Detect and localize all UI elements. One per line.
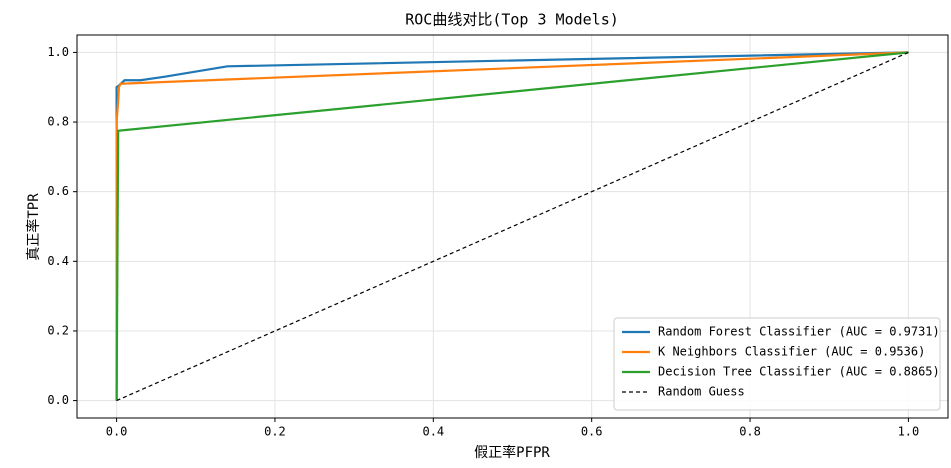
x-tick-label: 0.0	[106, 425, 128, 439]
y-tick-label: 1.0	[47, 45, 69, 59]
series-line	[115, 51, 909, 401]
legend-label: Decision Tree Classifier (AUC = 0.8865)	[658, 365, 940, 379]
series-line	[115, 51, 909, 401]
series-line	[115, 51, 909, 401]
x-tick-label: 0.4	[422, 425, 444, 439]
y-tick-label: 0.6	[47, 184, 69, 198]
chart-title: ROC曲线对比(Top 3 Models)	[405, 11, 619, 29]
legend-label: K Neighbors Classifier (AUC = 0.9536)	[658, 345, 925, 359]
x-tick-label: 0.2	[264, 425, 286, 439]
legend-label: Random Forest Classifier (AUC = 0.9731)	[658, 325, 940, 339]
y-tick-label: 0.2	[47, 323, 69, 337]
plot-frame	[76, 34, 949, 419]
legend-box	[613, 317, 941, 411]
y-axis-label: 真正率TPR	[25, 193, 42, 261]
x-tick-label: 0.6	[581, 425, 603, 439]
legend-label: Random Guess	[658, 385, 745, 399]
x-tick-label: 1.0	[898, 425, 920, 439]
y-tick-label: 0.8	[47, 115, 69, 129]
y-tick-label: 0.4	[47, 254, 69, 268]
x-axis-label: 假正率PFPR	[474, 444, 550, 461]
y-tick-label: 0.0	[47, 393, 69, 407]
x-tick-label: 0.8	[739, 425, 761, 439]
